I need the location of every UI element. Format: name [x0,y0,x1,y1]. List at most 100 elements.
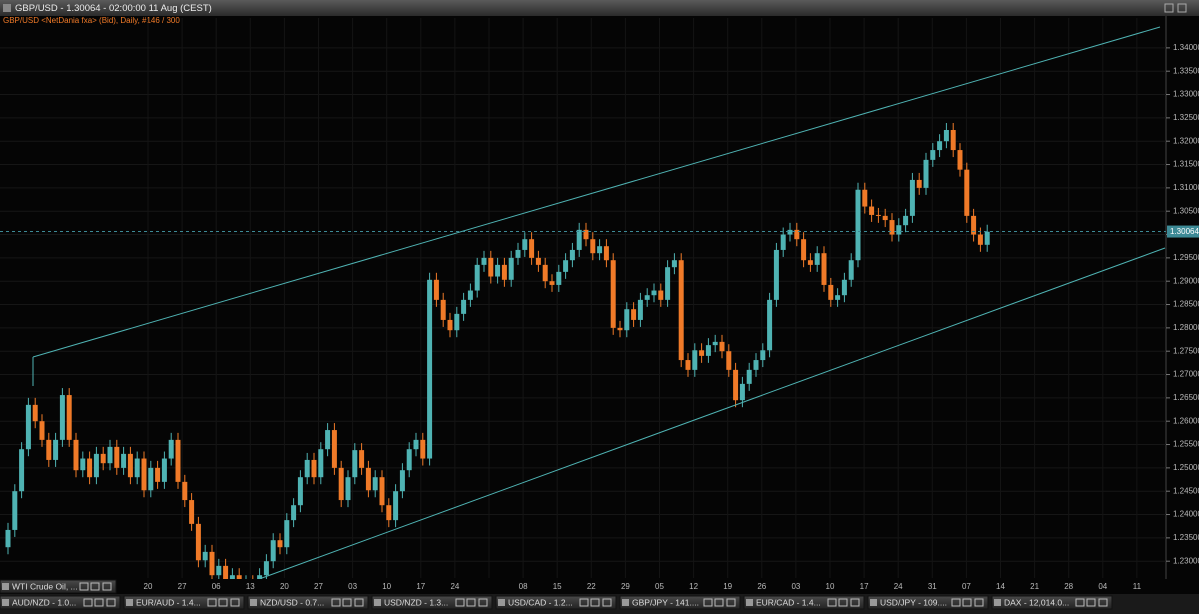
candle-body [909,179,915,216]
tab-button[interactable] [1075,598,1085,607]
tab-label: EUR/CAD - 1.4... [756,597,821,607]
tab-button[interactable] [207,598,217,607]
tab-label: DAX - 12,014.0... [1004,597,1069,607]
candle-body [141,458,147,491]
tab-label: AUD/NZD - 1.0... [12,597,76,607]
tab-button[interactable] [590,598,600,607]
tab-icon [126,599,133,606]
y-tick-label: 1.27000 [1173,370,1199,379]
tab-button[interactable] [974,598,984,607]
candle-body [651,290,657,296]
candle-body [93,453,99,478]
tab-icon [250,599,257,606]
tab-button[interactable] [714,598,724,607]
x-tick-label: 22 [587,582,596,591]
candle-body [66,395,72,440]
tab-button[interactable] [1086,598,1096,607]
candle-body [161,458,167,482]
candle-body [971,215,977,235]
maximize-button[interactable] [1177,3,1187,13]
tab-button[interactable] [218,598,228,607]
candle-body [257,575,263,579]
x-tick-label: 27 [178,582,187,591]
tab-button[interactable] [79,582,89,591]
candle-body [508,257,514,280]
tab-icon [498,599,505,606]
tab-button[interactable] [962,598,972,607]
tab-button[interactable] [951,598,961,607]
candle-body [726,351,732,370]
candle-body [304,459,310,478]
candle-body [495,264,501,277]
y-tick-label: 1.33500 [1173,66,1199,75]
tab-button[interactable] [342,598,352,607]
x-tick-label: 29 [621,582,630,591]
y-tick-label: 1.26500 [1173,393,1199,402]
tab-button[interactable] [455,598,465,607]
tab-label: USD/NZD - 1.3... [384,597,448,607]
candle-body [379,477,385,506]
channel [32,26,1166,579]
window-icon [3,4,11,12]
candle-body [291,505,297,521]
candle-body [488,257,494,277]
tab-button[interactable] [331,598,341,607]
tab-label: GBP/JPY - 141.... [632,597,699,607]
y-tick-label: 1.29500 [1173,253,1199,262]
candle-body [610,260,616,328]
candle-body [814,253,820,265]
candle-body [195,523,201,561]
candle-body [549,281,555,285]
tab-button[interactable] [90,582,100,591]
tab-button[interactable] [838,598,848,607]
candle-body [889,220,895,235]
candle-body [413,439,419,450]
y-tick-label: 1.32500 [1173,113,1199,122]
tab-icon [2,583,9,590]
tab-button[interactable] [94,598,104,607]
candle-body [882,215,888,221]
candle-body [923,159,929,188]
title-bar [0,0,1199,16]
candle-body [835,295,841,300]
tab-button[interactable] [602,598,612,607]
tab-button[interactable] [478,598,488,607]
candle-body [393,491,399,521]
tab-button[interactable] [106,598,116,607]
candle-body [556,271,562,285]
tab-button[interactable] [850,598,860,607]
candle-body [522,239,528,250]
x-tick-label: 04 [1098,582,1107,591]
y-tick-label: 1.32000 [1173,136,1199,145]
y-tick-label: 1.23500 [1173,533,1199,542]
tab-button[interactable] [827,598,837,607]
candle-body [297,477,303,506]
candle-body [53,439,59,460]
tab-button[interactable] [102,582,112,591]
tab-button[interactable] [354,598,364,607]
candle-body [182,481,188,501]
tab-button[interactable] [726,598,736,607]
candle-body [372,477,378,491]
chart-subtitle: GBP/USD <NetDania fxa> (Bid), Daily, #14… [3,16,180,25]
y-tick-label: 1.28500 [1173,300,1199,309]
tab-button[interactable] [466,598,476,607]
tab-button[interactable] [579,598,589,607]
candle-body [427,279,433,459]
candle-body [977,234,983,245]
x-tick-label: 03 [348,582,357,591]
candle-body [12,491,18,530]
tab-button[interactable] [1098,598,1108,607]
minimize-button[interactable] [1164,3,1174,13]
tab-button[interactable] [83,598,93,607]
candle-body [474,264,480,291]
candle-body [359,450,365,468]
candle-body [699,350,705,356]
candle-body [338,467,344,501]
candle-body [950,130,956,151]
tab-button[interactable] [230,598,240,607]
tab-button[interactable] [703,598,713,607]
y-tick-label: 1.23000 [1173,556,1199,565]
